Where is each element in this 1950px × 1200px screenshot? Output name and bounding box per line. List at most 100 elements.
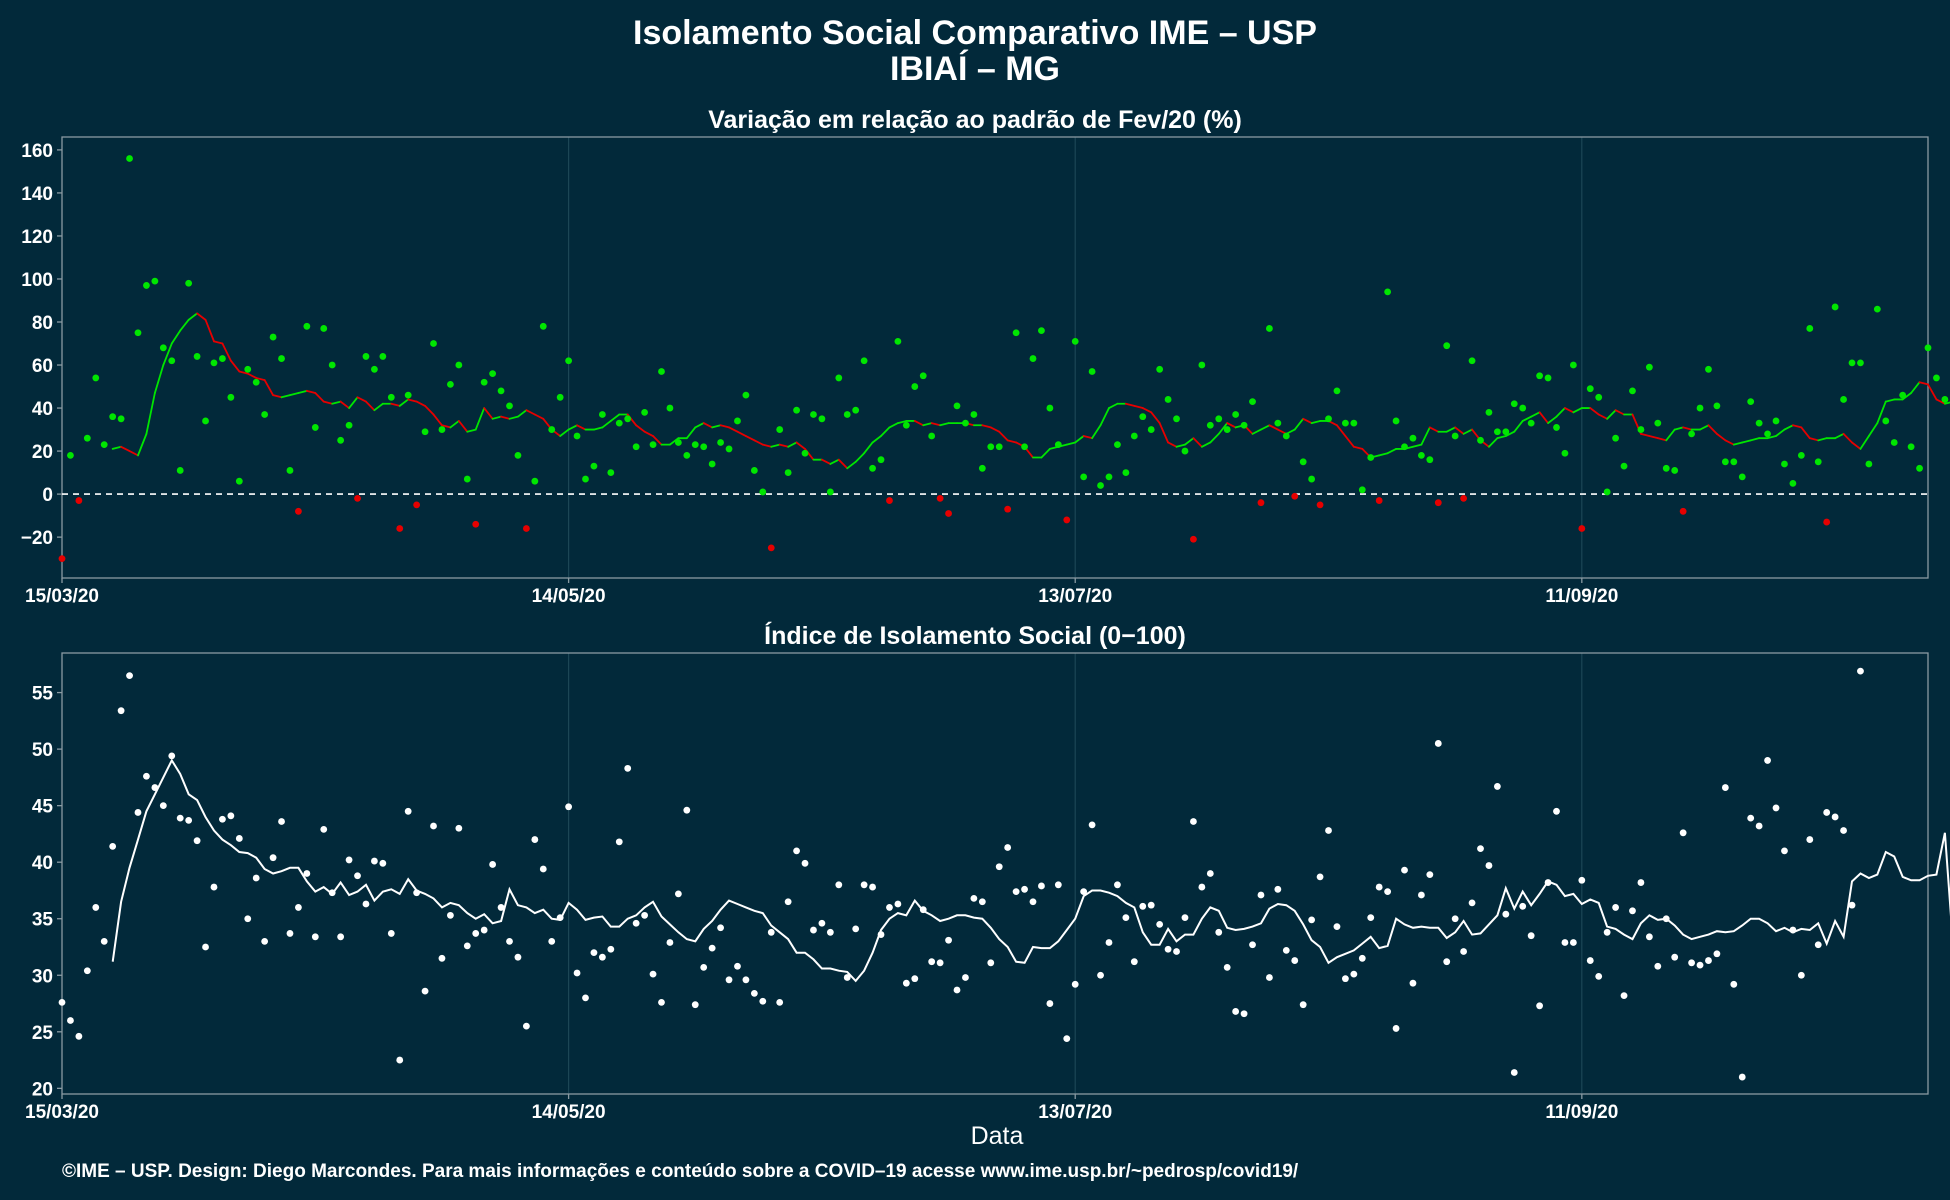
data-point [548, 426, 556, 433]
moving-average-segment [1336, 424, 1347, 437]
data-point [742, 976, 750, 984]
data-point [1173, 948, 1180, 955]
data-point [860, 357, 868, 365]
data-point [691, 1001, 699, 1009]
data-point [1696, 961, 1704, 969]
x-tick-label: 11/09/20 [1545, 1102, 1618, 1123]
data-point [1156, 920, 1164, 928]
data-point [1384, 888, 1392, 895]
moving-average-segment [441, 424, 452, 429]
moving-average-segment [1910, 381, 1921, 394]
data-point [1198, 883, 1206, 891]
data-point [1764, 430, 1771, 438]
moving-average-segment [1555, 407, 1566, 418]
data-point [1316, 873, 1324, 881]
data-point [1139, 902, 1147, 910]
data-point [455, 824, 463, 832]
data-point [1755, 419, 1763, 427]
data-point [1544, 374, 1552, 382]
data-point [784, 898, 792, 906]
moving-average-segment [246, 372, 258, 379]
data-point [708, 944, 716, 952]
data-point [1831, 813, 1839, 821]
data-point [683, 806, 691, 814]
moving-average-segment [525, 409, 536, 416]
data-point [717, 924, 724, 932]
data-point [227, 393, 235, 401]
data-point [1105, 939, 1113, 946]
data-point [1519, 404, 1527, 412]
data-point [801, 449, 809, 457]
data-point [413, 889, 421, 897]
data-point [58, 999, 66, 1006]
moving-average-segment [1589, 407, 1600, 416]
data-point [1249, 941, 1256, 949]
data-point [556, 914, 564, 921]
moving-average-segment [1640, 432, 1651, 437]
moving-average-segment [821, 458, 832, 465]
data-point [919, 906, 927, 914]
data-point [1781, 460, 1788, 468]
data-point [387, 930, 395, 937]
data-point [421, 987, 429, 995]
y-tick-label: 80 [32, 313, 53, 334]
data-point [531, 836, 539, 843]
data-point [962, 419, 969, 427]
moving-average-segment [787, 441, 798, 448]
data-point [1350, 970, 1358, 978]
moving-average-segment [120, 445, 131, 452]
x-tick-label: 14/05/20 [532, 586, 606, 607]
data-point [497, 387, 505, 395]
data-point [1645, 933, 1653, 941]
data-point [1156, 365, 1164, 373]
data-point [877, 931, 885, 938]
data-point [1434, 740, 1442, 747]
data-point [1747, 398, 1755, 405]
data-point [244, 915, 252, 923]
data-point [1857, 667, 1864, 675]
data-point [176, 814, 184, 822]
data-point [1772, 804, 1780, 812]
moving-average-segment [1293, 417, 1305, 431]
data-point [1080, 473, 1088, 481]
data-point [936, 959, 944, 967]
data-point [1367, 454, 1375, 461]
data-point [1266, 974, 1273, 981]
data-point [1620, 462, 1628, 470]
data-point [1721, 784, 1729, 791]
data-point [1460, 948, 1468, 955]
moving-average-segment [533, 413, 545, 420]
data-point [658, 368, 665, 375]
data-point [995, 863, 1003, 871]
moving-average-segment [1901, 392, 1913, 401]
moving-average-segment [1141, 407, 1153, 414]
moving-average-segment [1251, 428, 1262, 435]
data-point [632, 919, 640, 927]
data-point [143, 772, 150, 780]
data-point [151, 784, 159, 791]
moving-average-segment [1817, 437, 1828, 442]
data-point [1054, 881, 1062, 889]
moving-average-segment [111, 445, 123, 450]
data-point [202, 943, 209, 951]
moving-average-segment [1597, 413, 1609, 420]
y-tick-label: 40 [32, 399, 53, 420]
data-point [978, 898, 986, 906]
x-tick-label: 11/09/20 [1545, 586, 1618, 607]
moving-average-segment [1260, 424, 1271, 431]
data-point [337, 933, 345, 941]
moving-average-segment [1572, 407, 1583, 414]
data-point [1654, 962, 1662, 970]
data-point [1620, 992, 1628, 1000]
data-point [1088, 821, 1096, 829]
data-point [1637, 426, 1645, 433]
data-point [1071, 337, 1079, 345]
data-point [354, 495, 361, 502]
data-point [1282, 432, 1290, 440]
data-point [1502, 910, 1510, 918]
data-point [793, 847, 800, 855]
data-point [1282, 946, 1290, 954]
data-point [134, 329, 142, 337]
data-point [810, 411, 817, 418]
data-point [700, 443, 708, 451]
